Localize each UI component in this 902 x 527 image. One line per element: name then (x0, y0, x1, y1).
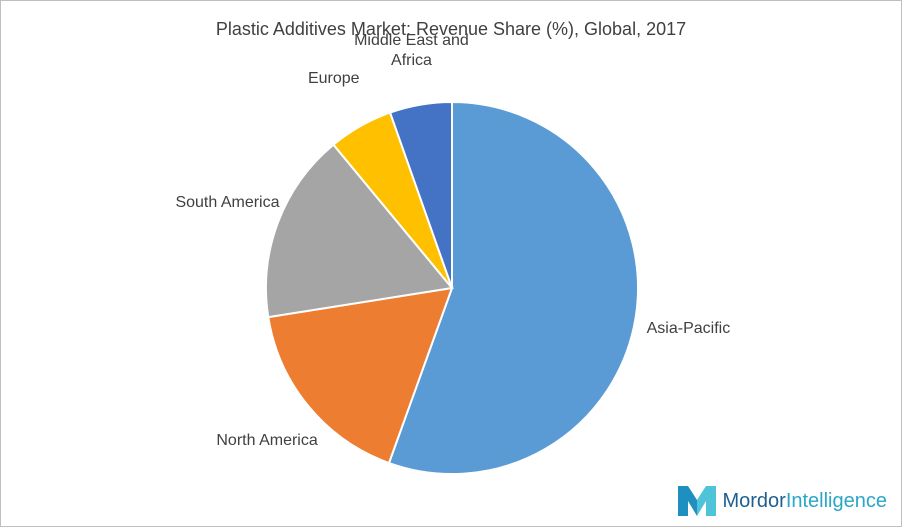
logo-brand: Mordor (722, 489, 786, 512)
slice-label: Asia-Pacific (646, 320, 731, 338)
logo: Mordor Intelligence (678, 486, 887, 516)
pie-slice (387, 100, 639, 475)
slice-label: Middle East and Africa (354, 32, 469, 70)
pie-slice (265, 143, 454, 319)
logo-suffix: Intelligence (785, 489, 887, 512)
slice-label: South America (175, 194, 280, 212)
chart-title: Plastic Additives Market: Revenue Share … (215, 19, 687, 39)
pie-slice (388, 100, 453, 289)
slice-label: Europe (307, 70, 360, 88)
slice-label: North America (216, 431, 318, 449)
logo-icon (678, 486, 717, 516)
pie-slice (267, 286, 454, 465)
